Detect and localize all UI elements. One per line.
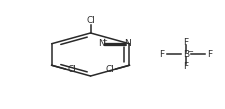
Text: Cl: Cl	[86, 16, 94, 25]
Text: B: B	[182, 50, 188, 59]
Text: F: F	[183, 38, 188, 48]
Text: N: N	[98, 39, 104, 48]
Text: F: F	[183, 61, 188, 71]
Text: F: F	[207, 50, 212, 59]
Text: −: −	[187, 49, 193, 55]
Text: N: N	[124, 39, 130, 48]
Text: F: F	[159, 50, 164, 59]
Text: Cl: Cl	[105, 65, 114, 74]
Text: +: +	[101, 38, 107, 44]
Text: Cl: Cl	[67, 65, 76, 74]
